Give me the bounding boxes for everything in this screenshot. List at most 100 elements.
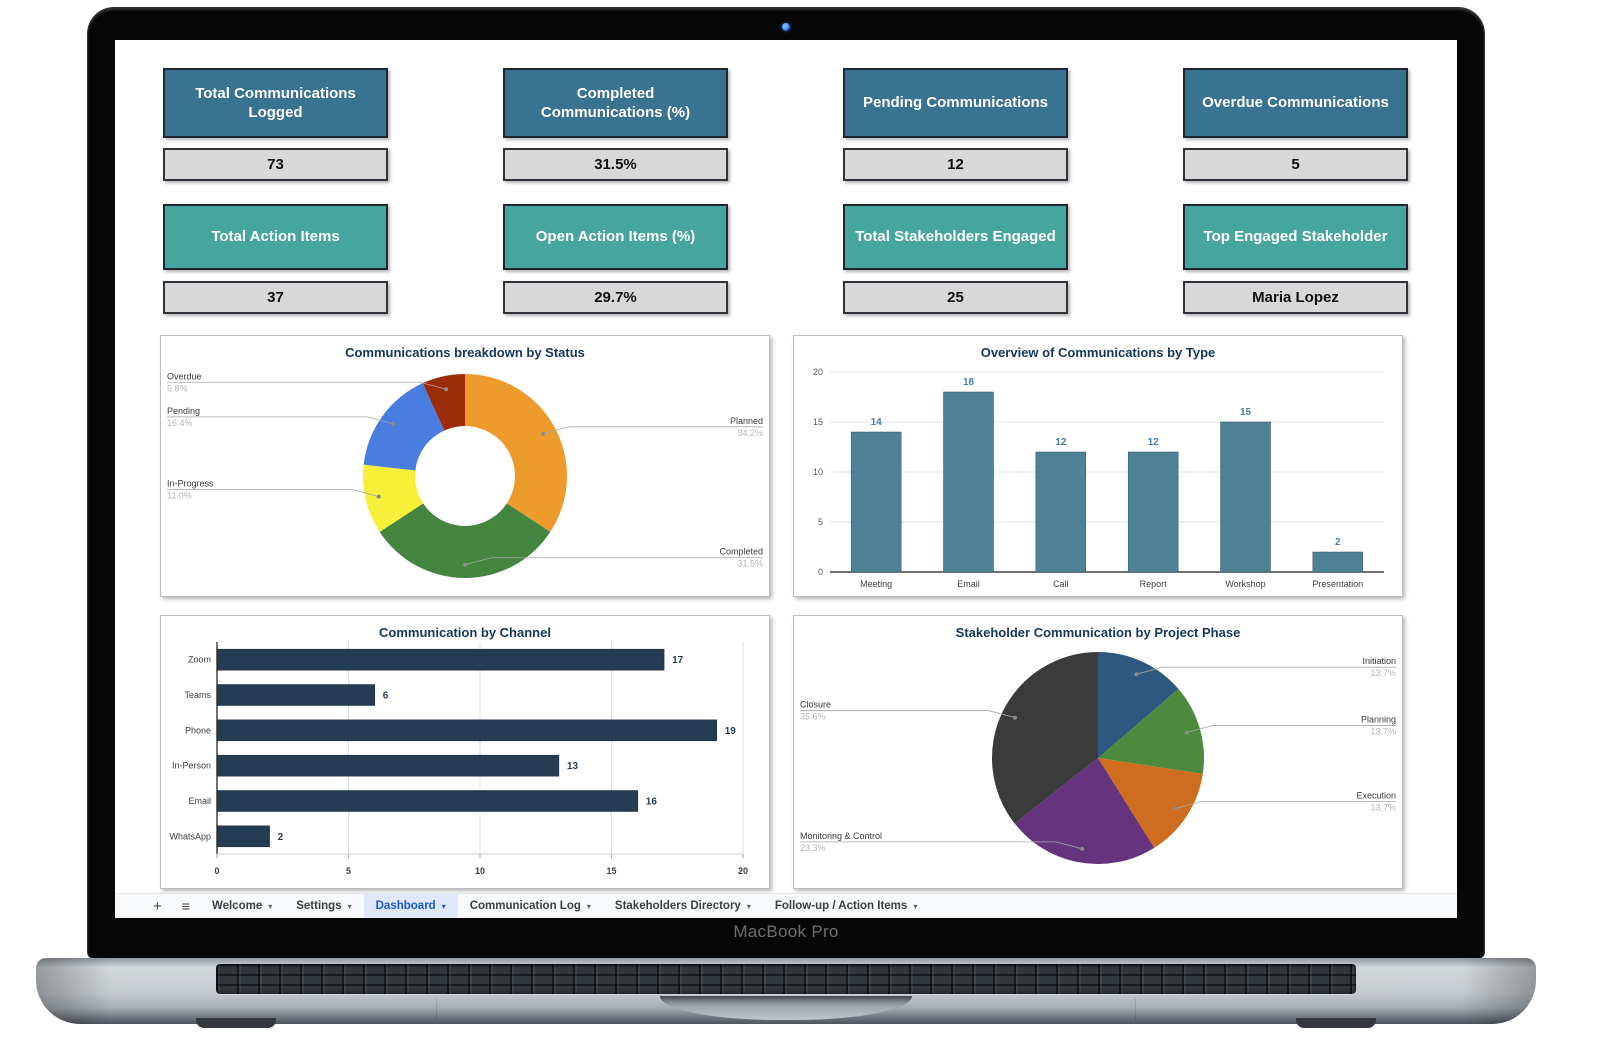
- chart-panel-type: Overview of Communications by Type 0 5 10 1…: [793, 335, 1403, 597]
- kpi-title: Overdue Communications: [1183, 68, 1408, 138]
- tab-label: Welcome: [211, 900, 263, 912]
- chevron-down-icon: ▾: [586, 901, 591, 911]
- kpi-open-action-items-pct: Open Action Items (%) 29.7%: [503, 204, 728, 314]
- svg-text:15: 15: [813, 417, 823, 427]
- svg-text:Completed: Completed: [719, 547, 763, 557]
- phase-pie-chart[interactable]: Initiation 13.7% Planning 13.7% Execution 13.…: [794, 616, 1402, 888]
- svg-text:In-Progress: In-Progress: [167, 479, 214, 489]
- kpi-title: Completed Communications (%): [503, 68, 728, 138]
- kpi-title: Total Action Items: [163, 204, 388, 270]
- svg-text:15: 15: [1240, 407, 1252, 418]
- svg-text:20: 20: [738, 866, 748, 876]
- kpi-total-stakeholders-engaged: Total Stakeholders Engaged 25: [843, 204, 1068, 314]
- svg-text:31.5%: 31.5%: [737, 559, 763, 569]
- tab-label: Settings: [296, 900, 342, 912]
- svg-text:11.0%: 11.0%: [167, 491, 192, 501]
- kpi-title: Top Engaged Stakeholder: [1183, 204, 1408, 270]
- svg-text:35.6%: 35.6%: [800, 712, 826, 722]
- svg-text:6.8%: 6.8%: [167, 383, 188, 393]
- svg-text:5: 5: [818, 517, 823, 527]
- svg-text:Execution: Execution: [1356, 791, 1396, 801]
- sheet-tab-bar: + ≡ Welcome ▾ Settings ▾ Dashboard ▾ Co: [115, 893, 1457, 918]
- tab-follow-up-action-items[interactable]: Follow-up / Action Items ▾: [763, 894, 929, 918]
- svg-text:19: 19: [725, 726, 737, 737]
- svg-text:Monitoring & Control: Monitoring & Control: [800, 831, 882, 841]
- trackpad: [436, 998, 1136, 1020]
- svg-text:Teams: Teams: [184, 690, 211, 700]
- svg-text:13.7%: 13.7%: [1370, 803, 1396, 813]
- svg-text:20: 20: [813, 367, 823, 377]
- svg-text:WhatsApp: WhatsApp: [169, 831, 211, 841]
- svg-text:Email: Email: [188, 796, 211, 806]
- chart-title: Stakeholder Communication by Project Pha…: [955, 625, 1241, 640]
- svg-text:In-Person: In-Person: [172, 761, 211, 771]
- svg-text:16: 16: [646, 797, 658, 808]
- chevron-down-icon: ▾: [913, 901, 918, 911]
- chart-title: Communication by Channel: [379, 625, 551, 640]
- kpi-title: Total Communications Logged: [163, 68, 388, 138]
- svg-text:15: 15: [606, 866, 616, 876]
- chart-title: Overview of Communications by Type: [980, 345, 1216, 360]
- svg-text:0: 0: [818, 567, 823, 577]
- macbook-pro-label: MacBook Pro: [733, 922, 839, 941]
- tab-dashboard[interactable]: Dashboard ▾: [363, 894, 458, 918]
- kpi-total-action-items: Total Action Items 37: [163, 204, 388, 314]
- laptop-base: [36, 958, 1536, 1028]
- svg-text:23.3%: 23.3%: [800, 843, 826, 853]
- svg-text:5: 5: [346, 866, 351, 876]
- svg-text:16.4%: 16.4%: [167, 418, 193, 428]
- kpi-value: 25: [843, 281, 1068, 314]
- chart-title: Communications breakdown by Status: [345, 345, 585, 360]
- svg-text:Closure: Closure: [800, 700, 831, 710]
- keyboard: [216, 964, 1356, 994]
- svg-text:Report: Report: [1140, 579, 1168, 589]
- svg-text:2: 2: [1335, 537, 1341, 548]
- chart-panel-phase: Stakeholder Communication by Project Pha…: [793, 615, 1403, 889]
- svg-text:Email: Email: [957, 579, 980, 589]
- all-sheets-menu-button[interactable]: ≡: [172, 894, 200, 918]
- svg-text:Pending: Pending: [167, 406, 200, 416]
- svg-text:13: 13: [567, 761, 579, 772]
- svg-text:10: 10: [475, 866, 485, 876]
- svg-text:Meeting: Meeting: [860, 579, 892, 589]
- tab-stakeholders-directory[interactable]: Stakeholders Directory ▾: [603, 894, 763, 918]
- tab-welcome[interactable]: Welcome ▾: [200, 894, 284, 918]
- svg-text:Zoom: Zoom: [188, 655, 211, 665]
- svg-text:17: 17: [672, 655, 684, 666]
- svg-text:Planning: Planning: [1361, 715, 1396, 725]
- kpi-title: Pending Communications: [843, 68, 1068, 138]
- svg-text:12: 12: [1055, 437, 1067, 448]
- svg-text:Call: Call: [1053, 579, 1069, 589]
- kpi-total-communications-logged: Total Communications Logged 73: [163, 68, 388, 181]
- kpi-completed-communications-pct: Completed Communications (%) 31.5%: [503, 68, 728, 181]
- chevron-down-icon: ▾: [347, 901, 352, 911]
- kpi-pending-communications: Pending Communications 12: [843, 68, 1068, 181]
- type-bar-chart[interactable]: 0 5 10 15 20 14 Meeting 18 Email 12 Call 12 Report 15…: [794, 336, 1402, 596]
- svg-text:Presentation: Presentation: [1313, 579, 1364, 589]
- laptop-foot: [196, 1018, 276, 1028]
- status-donut-chart[interactable]: Planned 34.2% Completed 31.5% In-Progress 11.…: [161, 336, 769, 596]
- laptop-screen: Total Communications Logged 73 Completed…: [88, 8, 1484, 958]
- tab-communication-log[interactable]: Communication Log ▾: [458, 894, 603, 918]
- hamburger-icon: ≡: [181, 898, 190, 914]
- kpi-value: 5: [1183, 148, 1408, 181]
- tab-label: Dashboard: [375, 900, 436, 912]
- channel-bar-chart[interactable]: 0 5 10 15 20 17 Zoom 6 Teams 19 Phone 13 In-Person 16…: [161, 616, 769, 888]
- chart-panel-channel: Communication by Channel 0 5 10 15 20 17 Zoom 6…: [160, 615, 770, 889]
- svg-text:Workshop: Workshop: [1225, 579, 1265, 589]
- svg-text:Planned: Planned: [730, 416, 763, 426]
- svg-text:14: 14: [871, 417, 883, 428]
- kpi-title: Open Action Items (%): [503, 204, 728, 270]
- svg-text:12: 12: [1148, 437, 1160, 448]
- svg-text:6: 6: [383, 691, 389, 702]
- kpi-grid: Total Communications Logged 73 Completed…: [163, 68, 1408, 314]
- laptop-foot: [1296, 1018, 1376, 1028]
- chevron-down-icon: ▾: [268, 901, 273, 911]
- add-sheet-button[interactable]: +: [143, 894, 172, 918]
- tab-settings[interactable]: Settings ▾: [284, 894, 363, 918]
- tab-label: Follow-up / Action Items: [774, 900, 908, 912]
- kpi-value: 31.5%: [503, 148, 728, 181]
- svg-text:Overdue: Overdue: [167, 371, 202, 381]
- kpi-title: Total Stakeholders Engaged: [843, 204, 1068, 270]
